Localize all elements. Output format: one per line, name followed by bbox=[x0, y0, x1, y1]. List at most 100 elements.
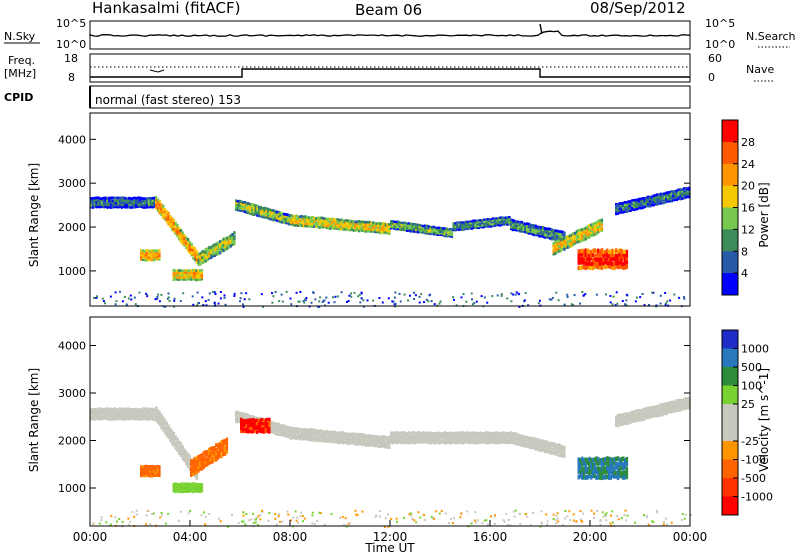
echo-cell bbox=[210, 253, 213, 257]
echo-cell bbox=[174, 490, 177, 494]
echo-cell bbox=[493, 224, 497, 227]
echo-cell bbox=[142, 412, 145, 416]
echo-cell bbox=[609, 253, 612, 258]
echo-cell bbox=[225, 446, 229, 451]
echo-cell bbox=[597, 225, 600, 229]
echo-cell bbox=[602, 257, 605, 262]
clutter-cell bbox=[127, 297, 130, 300]
echo-cell bbox=[197, 255, 200, 259]
echo-cell bbox=[146, 408, 149, 412]
echo-cell bbox=[381, 435, 384, 439]
echo-cell bbox=[622, 470, 625, 476]
clutter-cell bbox=[566, 293, 569, 296]
echo-cell bbox=[147, 417, 151, 421]
echo-cell bbox=[673, 402, 677, 406]
echo-cell bbox=[586, 248, 589, 253]
echo-cell bbox=[108, 201, 111, 204]
clutter-cell bbox=[396, 520, 398, 523]
echo-cell bbox=[158, 422, 161, 426]
echo-cell bbox=[600, 260, 604, 266]
clutter-cell bbox=[239, 297, 242, 300]
echo-cell bbox=[348, 441, 352, 445]
echo-cell bbox=[415, 225, 418, 228]
clutter-cell bbox=[611, 303, 614, 306]
echo-cell bbox=[636, 205, 639, 208]
echo-cell bbox=[270, 420, 273, 424]
echo-cell bbox=[420, 440, 423, 444]
echo-cell bbox=[184, 271, 188, 274]
echo-cell bbox=[600, 265, 604, 270]
echo-cell bbox=[152, 249, 156, 252]
echo-cell bbox=[529, 436, 532, 440]
echo-cell bbox=[616, 261, 620, 266]
echo-cell bbox=[306, 437, 309, 441]
echo-cell bbox=[359, 438, 362, 442]
echo-cell bbox=[329, 227, 332, 230]
echo-cell bbox=[502, 220, 506, 223]
echo-cell bbox=[400, 221, 404, 225]
echo-cell bbox=[341, 221, 345, 224]
clutter-cell bbox=[290, 303, 293, 306]
echo-cell bbox=[120, 206, 124, 209]
echo-cell bbox=[363, 229, 366, 233]
echo-cell bbox=[547, 450, 550, 454]
echo-cell bbox=[436, 228, 439, 231]
echo-cell bbox=[659, 413, 662, 417]
echo-cell bbox=[155, 418, 158, 422]
clutter-cell bbox=[274, 513, 277, 515]
echo-cell bbox=[609, 461, 612, 466]
echo-cell bbox=[488, 219, 491, 223]
echo-cell bbox=[457, 228, 461, 231]
echo-cell bbox=[218, 454, 221, 459]
echo-cell bbox=[224, 237, 227, 241]
echo-cell bbox=[616, 204, 620, 208]
clutter-cell bbox=[384, 517, 387, 520]
echo-cell bbox=[306, 220, 309, 223]
echo-cell bbox=[459, 440, 463, 444]
echo-cell bbox=[176, 272, 179, 275]
echo-cell bbox=[277, 210, 280, 214]
echo-cell bbox=[348, 223, 352, 227]
clutter-cell bbox=[239, 300, 241, 303]
echo-cell bbox=[209, 460, 212, 464]
echo-cell bbox=[259, 210, 263, 213]
echo-cell bbox=[654, 198, 657, 202]
echo-cell bbox=[262, 423, 266, 427]
echo-cell bbox=[154, 254, 157, 257]
echo-cell bbox=[404, 223, 407, 227]
echo-cell bbox=[623, 210, 627, 213]
echo-cell bbox=[186, 271, 189, 274]
echo-cell bbox=[186, 482, 189, 485]
clutter-cell bbox=[359, 301, 362, 304]
echo-cell bbox=[520, 434, 523, 438]
clutter-cell bbox=[318, 305, 321, 308]
echo-cell bbox=[510, 218, 513, 222]
echo-cell bbox=[311, 225, 314, 229]
echo-cell bbox=[361, 225, 364, 228]
colorbar-swatch bbox=[722, 385, 738, 405]
echo-cell bbox=[162, 210, 165, 214]
echo-cell bbox=[145, 471, 148, 475]
echo-cell bbox=[341, 439, 345, 442]
echo-cell bbox=[654, 407, 657, 411]
clutter-cell bbox=[506, 297, 509, 300]
echo-cell bbox=[268, 427, 271, 431]
echo-cell bbox=[229, 241, 232, 245]
echo-cell bbox=[184, 268, 188, 272]
echo-cell bbox=[245, 204, 248, 208]
echo-cell bbox=[127, 201, 131, 204]
echo-cell bbox=[520, 223, 523, 227]
echo-cell bbox=[373, 228, 377, 232]
echo-cell bbox=[124, 415, 127, 418]
echo-cell bbox=[220, 454, 223, 459]
echo-cell bbox=[165, 431, 168, 435]
echo-cell bbox=[259, 424, 262, 428]
echo-cell bbox=[518, 223, 522, 226]
x-tick-label: 04:00 bbox=[173, 530, 208, 544]
echo-cell bbox=[169, 222, 172, 226]
echo-cell bbox=[588, 253, 591, 258]
echo-cell bbox=[163, 430, 167, 435]
echo-cell bbox=[470, 431, 473, 435]
echo-cell bbox=[634, 203, 637, 207]
clutter-cell bbox=[537, 302, 540, 305]
